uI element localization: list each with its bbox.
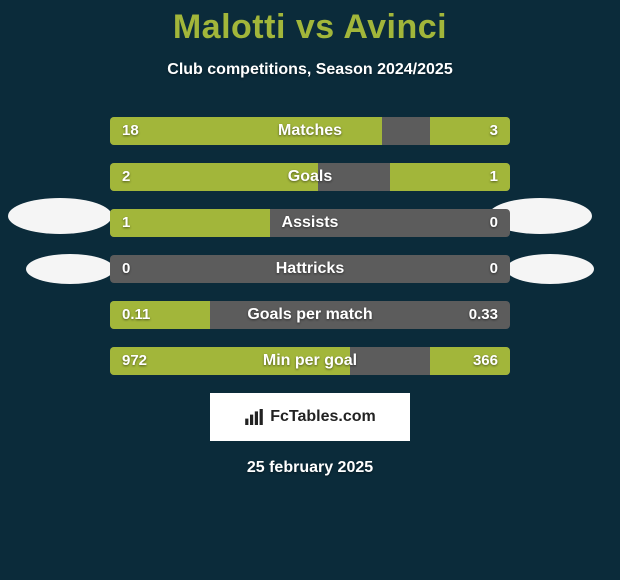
comparison-card: Malotti vs Avinci Club competitions, Sea…	[0, 0, 620, 580]
stat-row-matches: 183Matches	[110, 117, 510, 145]
date-label: 25 february 2025	[0, 459, 620, 477]
stats-bars: 183Matches 21Goals 10Assists 00Hattricks 0.1…	[110, 117, 510, 375]
page-title: Malotti vs Avinci	[0, 0, 620, 47]
vs-separator: vs	[286, 8, 343, 46]
stat-row-hattricks: 00Hattricks	[110, 255, 510, 283]
stat-row-min-per-goal: 972366Min per goal	[110, 347, 510, 375]
portrait-right-ellipse	[506, 254, 594, 284]
stat-label: Min per goal	[110, 347, 510, 375]
player-left-name: Malotti	[173, 8, 286, 46]
stat-label: Goals per match	[110, 301, 510, 329]
stat-row-goals-per-match: 0.110.33Goals per match	[110, 301, 510, 329]
portrait-left-ellipse	[8, 198, 112, 234]
stat-label: Assists	[110, 209, 510, 237]
stat-row-goals: 21Goals	[110, 163, 510, 191]
stat-label: Matches	[110, 117, 510, 145]
source-logo-text: FcTables.com	[270, 408, 376, 426]
source-logo: FcTables.com	[210, 393, 410, 441]
stat-row-assists: 10Assists	[110, 209, 510, 237]
stat-label: Hattricks	[110, 255, 510, 283]
portrait-left-ellipse	[26, 254, 114, 284]
player-right-name: Avinci	[343, 8, 447, 46]
stat-label: Goals	[110, 163, 510, 191]
subtitle: Club competitions, Season 2024/2025	[0, 61, 620, 79]
chart-icon	[244, 409, 264, 425]
